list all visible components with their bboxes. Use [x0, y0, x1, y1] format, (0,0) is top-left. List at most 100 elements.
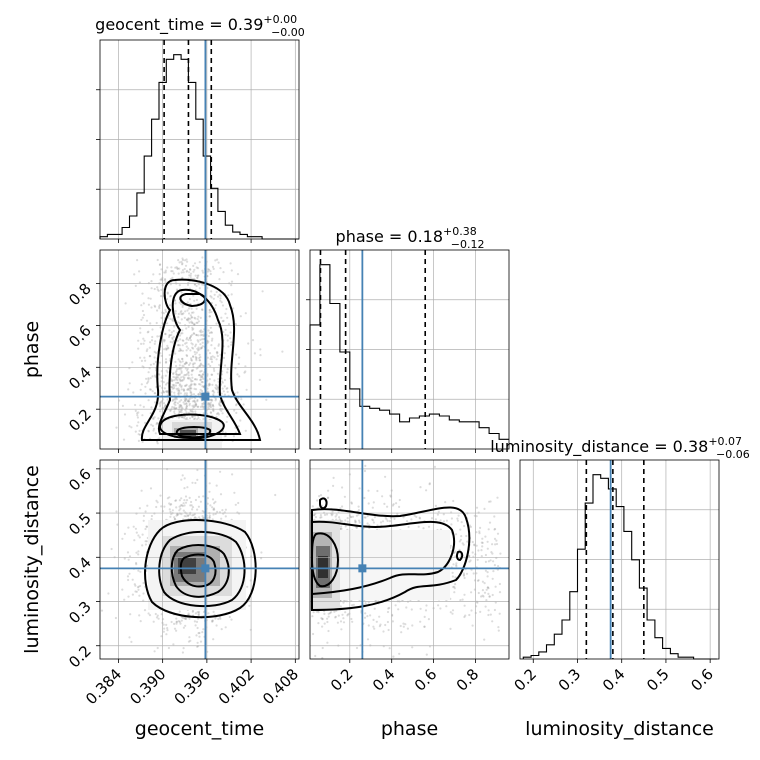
sample-point — [193, 405, 196, 408]
sample-point — [173, 299, 177, 302]
sample-point — [346, 517, 349, 520]
sample-point — [233, 491, 236, 494]
sample-point — [193, 332, 196, 335]
sample-point — [237, 362, 240, 365]
sample-point — [160, 288, 163, 291]
sample-point — [194, 417, 197, 420]
sample-point — [100, 609, 104, 612]
sample-point — [142, 514, 145, 518]
contours-geocent_time-phase — [140, 278, 262, 441]
sample-point — [180, 478, 183, 481]
sample-point — [183, 499, 186, 502]
sample-point — [173, 517, 176, 521]
sample-point — [187, 388, 190, 391]
sample-point — [184, 617, 187, 621]
sample-point — [187, 347, 190, 350]
sample-point — [202, 417, 205, 420]
sample-point — [169, 503, 172, 506]
sample-point — [170, 386, 174, 389]
sample-point — [462, 573, 466, 576]
sample-point — [319, 514, 322, 517]
sample-point — [198, 364, 201, 368]
sample-point — [487, 528, 490, 531]
sample-point — [487, 609, 490, 612]
sample-point — [192, 369, 195, 372]
sample-point — [207, 349, 210, 352]
sample-point — [445, 519, 448, 522]
sample-point — [217, 343, 220, 346]
sample-point — [464, 614, 467, 617]
sample-point — [484, 560, 487, 564]
sample-point — [217, 413, 220, 416]
sample-point — [151, 328, 154, 331]
sample-point — [226, 339, 229, 342]
sample-point — [160, 278, 163, 281]
sample-point — [208, 315, 211, 318]
sample-point — [413, 514, 416, 517]
sample-point — [177, 387, 180, 390]
sample-point — [158, 373, 161, 376]
sample-point — [163, 416, 166, 419]
x-tick-label-phase: 0.2 — [327, 665, 357, 695]
sample-point — [179, 338, 182, 341]
sample-point — [210, 310, 213, 314]
sample-point — [175, 288, 179, 291]
sample-point — [147, 297, 150, 300]
sample-point — [152, 429, 155, 432]
panel-frame-phase-geocent_time — [99, 249, 300, 450]
sample-point — [221, 304, 225, 307]
sample-point — [339, 605, 342, 608]
sample-point — [477, 579, 480, 582]
sample-point — [214, 386, 217, 389]
sample-point — [154, 360, 157, 363]
sample-point — [243, 371, 246, 374]
sample-point — [484, 535, 487, 538]
sample-point — [433, 465, 436, 468]
sample-point — [202, 628, 205, 631]
sample-point — [478, 532, 481, 535]
sample-point — [201, 385, 204, 388]
sample-point — [156, 442, 159, 445]
sample-point — [181, 305, 184, 309]
sample-point — [209, 411, 212, 414]
sample-point — [220, 316, 223, 319]
sample-point — [196, 339, 199, 342]
sample-point — [173, 406, 176, 409]
sample-point — [147, 282, 150, 285]
sample-point — [178, 509, 181, 512]
sample-point — [455, 533, 458, 536]
sample-point — [320, 617, 323, 620]
sample-point — [479, 526, 482, 530]
sample-point — [150, 306, 153, 309]
sample-point — [384, 475, 387, 478]
sample-point — [136, 416, 139, 419]
sample-point — [139, 388, 142, 391]
sample-point — [194, 345, 197, 348]
sample-point — [465, 572, 469, 575]
sample-point — [497, 629, 500, 632]
sample-point — [229, 262, 232, 265]
sample-point — [179, 622, 182, 625]
sample-point — [145, 525, 149, 528]
sample-point — [388, 520, 392, 523]
sample-point — [489, 613, 492, 616]
sample-point — [127, 578, 130, 582]
sample-point — [140, 359, 143, 362]
sample-point — [196, 276, 199, 279]
sample-point — [150, 280, 153, 283]
sample-point — [174, 302, 177, 305]
sample-point — [199, 356, 202, 359]
sample-point — [189, 389, 192, 392]
sample-point — [191, 370, 194, 373]
sample-point — [186, 260, 189, 263]
y-tick-label-luminosity_distance: 0.2 — [65, 642, 95, 672]
sample-point — [194, 378, 197, 381]
sample-point — [192, 347, 195, 350]
sample-point — [174, 376, 177, 379]
sample-point — [187, 325, 190, 328]
sample-point — [222, 356, 226, 359]
sample-point — [384, 516, 387, 519]
sample-point — [159, 401, 162, 405]
sample-point — [159, 263, 162, 266]
sample-point — [177, 381, 180, 384]
